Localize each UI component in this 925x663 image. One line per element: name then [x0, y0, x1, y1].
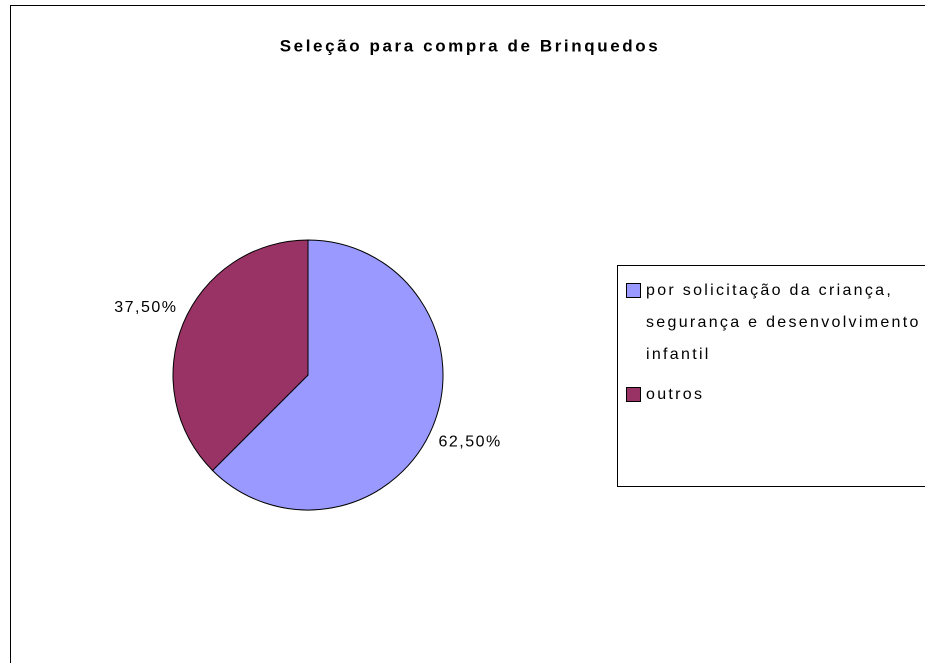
data-label: 62,50% — [439, 433, 502, 450]
legend-swatch — [626, 387, 641, 402]
pie-slice — [172, 239, 309, 472]
legend-label: outros — [646, 386, 705, 403]
data-label: 37,50% — [114, 299, 177, 316]
chart-title: Seleção para compra de Brinquedos — [280, 36, 661, 55]
legend-entry: outros — [626, 379, 925, 411]
legend: por solicitação da criança, segurança e … — [617, 265, 925, 487]
chart-border — [10, 5, 925, 663]
pie-slice — [211, 239, 444, 511]
legend-swatch — [626, 283, 641, 298]
legend-label: por solicitação da criança, segurança e … — [646, 282, 921, 363]
legend-entry: por solicitação da criança, segurança e … — [626, 275, 925, 371]
